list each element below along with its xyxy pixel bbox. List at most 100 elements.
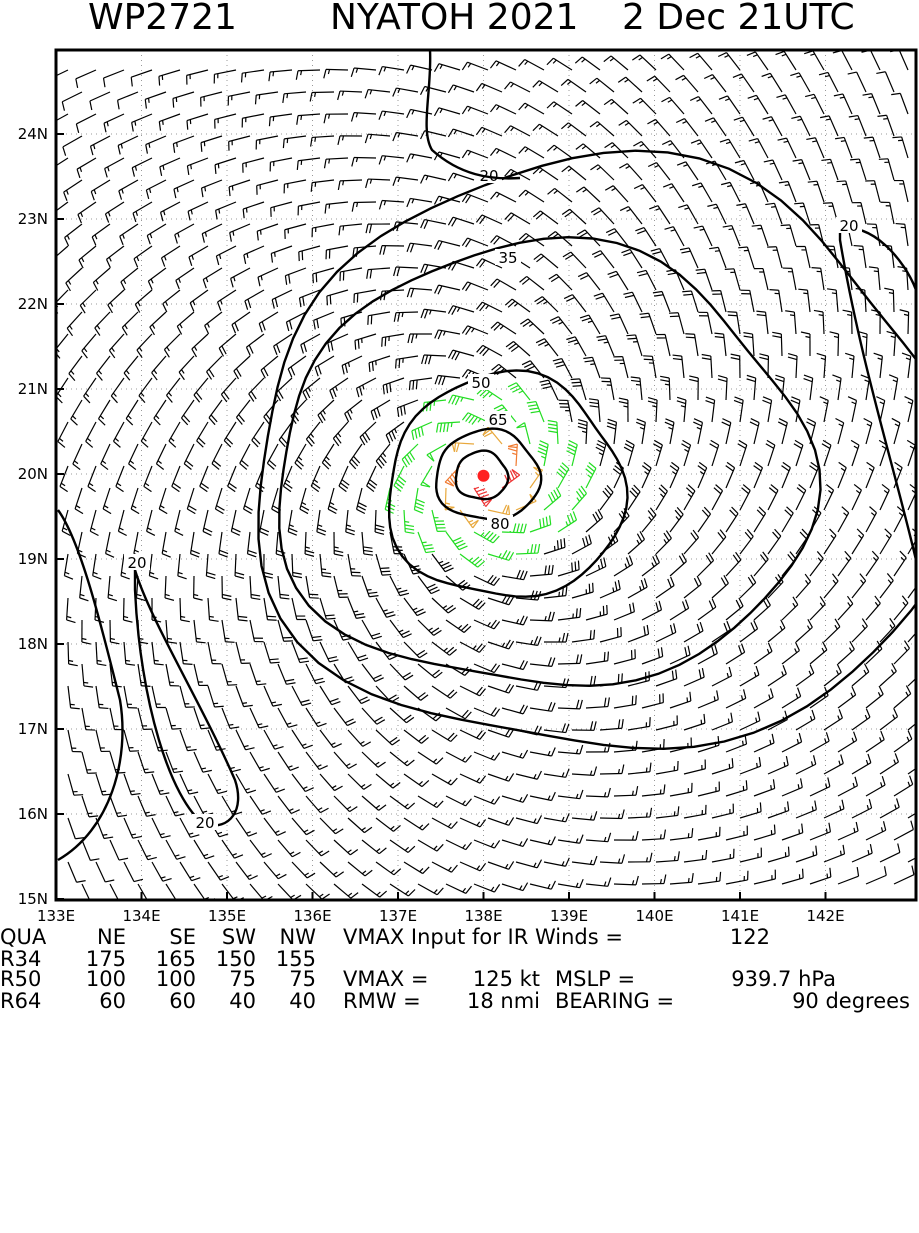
- wind-barb: [785, 311, 796, 334]
- wind-barb: [271, 246, 292, 263]
- wind-barb: [352, 157, 376, 166]
- wind-barb: [180, 862, 200, 881]
- wind-barb: [752, 225, 768, 246]
- lat-tick-label: 24N: [18, 125, 48, 143]
- wind-barb: [448, 173, 474, 181]
- wind-barb: [240, 444, 250, 469]
- wind-barb: [460, 730, 486, 739]
- wind-barb: [845, 353, 854, 378]
- wind-barb: [339, 466, 349, 492]
- wind-barb: [315, 356, 334, 376]
- wind-barb: [740, 485, 750, 510]
- wind-barb: [635, 228, 656, 246]
- wind-barb: [762, 397, 771, 422]
- wind-barb: [245, 290, 264, 310]
- wind-barb: [527, 402, 544, 422]
- wind-barb: [148, 268, 166, 290]
- wind-barb: [656, 335, 670, 356]
- wind-barb: [306, 576, 319, 598]
- wind-barb: [894, 551, 906, 576]
- wind-barb: [594, 293, 614, 312]
- wind-barb: [614, 831, 638, 840]
- wind-barb: [208, 686, 224, 707]
- wind-barb: [549, 274, 572, 290]
- wind-barb: [206, 554, 215, 579]
- wind-barb: [866, 731, 884, 752]
- wind-barb: [152, 686, 166, 708]
- wind-barb: [141, 422, 152, 447]
- wind-barb: [866, 596, 880, 620]
- wind-barb: [852, 844, 872, 862]
- wind-barb: [754, 269, 768, 290]
- wind-barb: [376, 862, 401, 875]
- wind-barb: [491, 322, 516, 334]
- wind-barb: [434, 64, 460, 72]
- wind-barb: [229, 136, 250, 151]
- wind-barb: [736, 204, 754, 224]
- wind-barb: [852, 619, 867, 642]
- wind-barb: [82, 664, 93, 687]
- wind-barb: [116, 466, 124, 492]
- wind-barb: [880, 484, 889, 510]
- wind-barb: [357, 378, 376, 397]
- wind-barb: [132, 114, 152, 131]
- wind-barb: [264, 598, 277, 620]
- wind-barb: [762, 73, 782, 92]
- wind-barb: [684, 760, 705, 774]
- wind-barb: [306, 620, 322, 641]
- wind-barb: [222, 664, 237, 685]
- wind-barb: [880, 798, 899, 818]
- wind-barb: [749, 139, 768, 158]
- wind-barb: [320, 554, 331, 577]
- wind-barb: [796, 710, 815, 730]
- wind-barb: [586, 605, 607, 620]
- wind-barb: [572, 721, 596, 730]
- wind-barb: [632, 55, 656, 70]
- wind-barb: [647, 76, 670, 92]
- wind-barb: [320, 730, 342, 748]
- wind-barb: [397, 400, 418, 417]
- wind-barb: [106, 532, 114, 557]
- wind-barb: [348, 554, 361, 576]
- wind-barb: [292, 598, 306, 619]
- wind-barb: [665, 419, 674, 444]
- wind-barb: [91, 180, 110, 200]
- wind-barb: [705, 118, 726, 136]
- wind-barb: [432, 818, 457, 829]
- wind-barb: [152, 356, 166, 380]
- wind-barb: [92, 224, 110, 245]
- wind-barb: [824, 845, 844, 862]
- wind-barb: [649, 206, 670, 224]
- wind-barb: [613, 357, 628, 378]
- r50-nw: 75: [270, 968, 316, 990]
- r64-ne: 60: [80, 990, 126, 1012]
- wind-barb: [578, 273, 600, 290]
- wind-barb: [187, 158, 208, 175]
- wind-barb: [561, 123, 586, 136]
- wind-barb: [877, 115, 894, 136]
- wind-barb: [505, 299, 530, 312]
- wind-barb: [880, 202, 894, 224]
- wind-barb: [544, 633, 568, 642]
- wind-barb: [379, 67, 404, 76]
- wind-barb: [104, 114, 124, 132]
- wind-barb: [76, 114, 96, 133]
- wind-barb: [843, 310, 852, 334]
- wind-barb: [566, 441, 577, 466]
- wind-barb: [190, 290, 208, 311]
- wind-barb: [889, 375, 898, 400]
- wind-barb: [194, 620, 206, 643]
- wind-barb: [852, 529, 864, 554]
- wind-barb: [754, 825, 775, 840]
- wind-barb: [502, 616, 527, 625]
- wind-barb: [366, 179, 390, 188]
- wind-barb: [670, 783, 692, 796]
- wind-barb: [432, 510, 446, 531]
- wind-barb: [642, 647, 663, 664]
- wind-barb: [824, 619, 840, 642]
- wind-barb: [698, 782, 719, 796]
- wind-barb: [726, 598, 743, 620]
- wind-barb: [866, 866, 886, 884]
- wind-barb: [572, 811, 597, 820]
- wind-barb: [834, 94, 852, 114]
